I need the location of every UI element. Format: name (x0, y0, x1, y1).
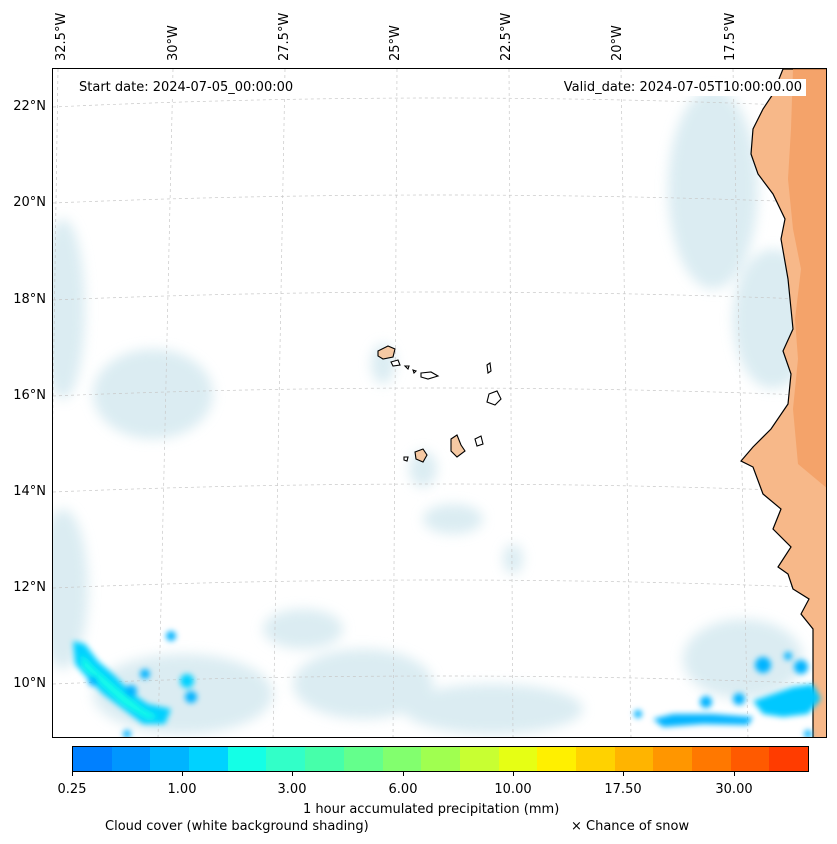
colorbar-label: 1 hour accumulated precipitation (mm) (303, 802, 560, 817)
lon-label-20w: 20°W (610, 25, 625, 61)
lon-label-32-5w: 32.5°W (54, 12, 69, 61)
colorbar-tick-label: 10.00 (494, 782, 532, 797)
colorbar-segment (266, 747, 306, 771)
lat-label-14n: 14°N (13, 484, 46, 499)
africa-land-highlight (788, 69, 826, 488)
colorbar-segment (575, 747, 615, 771)
colorbar-segment (653, 747, 692, 771)
precipitation-patches (73, 631, 821, 737)
colorbar-segment (305, 747, 344, 771)
map-panel[interactable]: Start date: 2024-07-05_00:00:00 Valid_da… (52, 68, 827, 738)
colorbar-segment (227, 747, 267, 771)
lon-label-30w: 30°W (166, 25, 181, 61)
colorbar-tick-label: 17.50 (604, 782, 642, 797)
cloud-cover-legend: Cloud cover (white background shading) (105, 819, 369, 834)
colorbar-tick-label: 0.25 (57, 782, 87, 797)
colorbar-tick (72, 772, 73, 776)
colorbar-segment (382, 747, 422, 771)
valid-date-label: Valid_date: 2024-07-05T10:00:00.00 (559, 79, 806, 96)
colorbar-segment (150, 747, 190, 771)
lat-label-18n: 18°N (13, 292, 46, 307)
colorbar-tick (292, 772, 293, 776)
colorbar-segment (692, 747, 731, 771)
colorbar-segment (343, 747, 383, 771)
lon-label-27-5w: 27.5°W (277, 12, 292, 61)
colorbar-segment (189, 747, 228, 771)
colorbar-segment (769, 747, 809, 771)
colorbar-tick-label: 1.00 (167, 782, 197, 797)
lat-label-22n: 22°N (13, 99, 46, 114)
colorbar-segment (111, 747, 151, 771)
graticule (53, 69, 826, 737)
colorbar-segment (614, 747, 654, 771)
colorbar-segment (730, 747, 770, 771)
colorbar-tick (623, 772, 624, 776)
lon-label-22-5w: 22.5°W (499, 12, 514, 61)
colorbar-tick (734, 772, 735, 776)
colorbar-segment (498, 747, 538, 771)
snow-legend: × Chance of snow (571, 819, 690, 834)
colorbar-segment (421, 747, 460, 771)
map-canvas (53, 69, 826, 737)
lat-label-20n: 20°N (13, 195, 46, 210)
colorbar-tick-label: 3.00 (277, 782, 307, 797)
colorbar-tick (513, 772, 514, 776)
colorbar-segment (459, 747, 499, 771)
lat-label-10n: 10°N (13, 676, 46, 691)
precipitation-colorbar (72, 746, 809, 772)
cape-verde-islands (377, 345, 502, 463)
lat-label-12n: 12°N (13, 580, 46, 595)
colorbar-segment (537, 747, 576, 771)
colorbar-tick-label: 6.00 (388, 782, 418, 797)
colorbar-segment (73, 747, 112, 771)
lon-label-25w: 25°W (388, 25, 403, 61)
start-date-label: Start date: 2024-07-05_00:00:00 (75, 79, 298, 96)
colorbar-tick-label: 30.00 (715, 782, 753, 797)
lat-label-16n: 16°N (13, 388, 46, 403)
colorbar-tick (182, 772, 183, 776)
colorbar-tick (403, 772, 404, 776)
lon-label-17-5w: 17.5°W (723, 12, 738, 61)
